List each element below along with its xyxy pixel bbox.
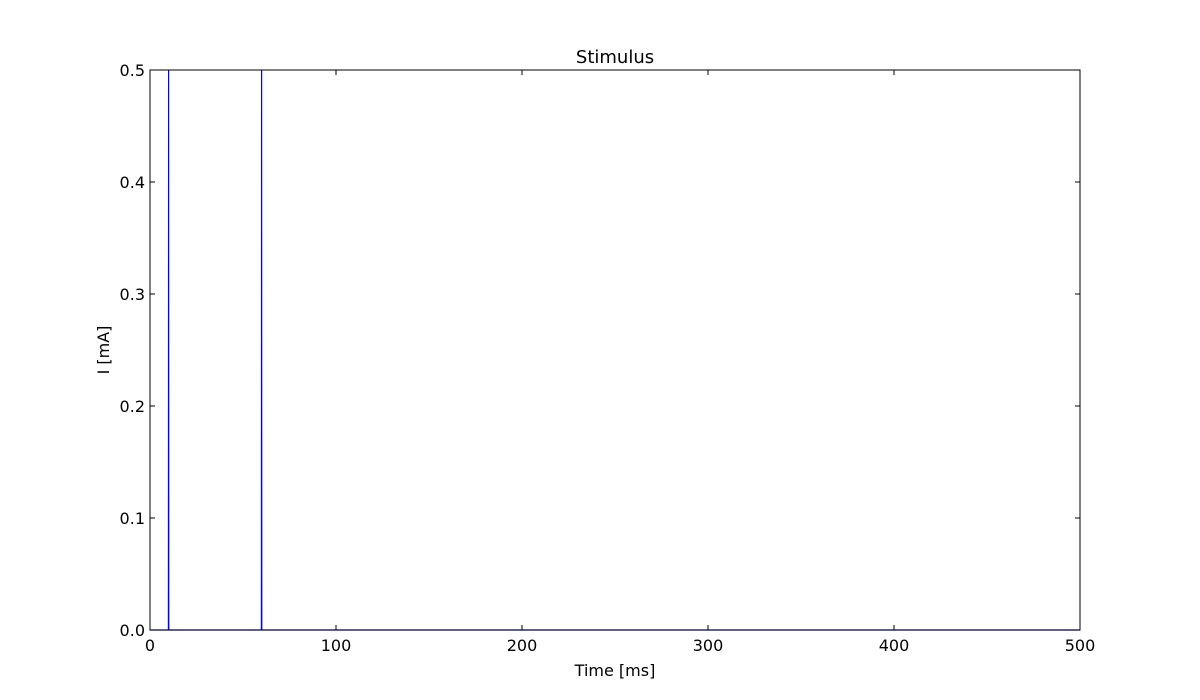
y-tick-label: 0.1 [120, 509, 145, 528]
ticks-layer: 0 100 200 300 400 500 0.0 0.1 0.2 0.3 0.4 0.5 [120, 61, 1096, 655]
y-tick-label: 0.5 [120, 61, 145, 80]
y-tick-label: 0.4 [120, 173, 145, 192]
x-axis-label: Time [ms] [574, 661, 656, 680]
y-tick-label: 0.0 [120, 621, 145, 640]
x-tick-label: 500 [1065, 636, 1096, 655]
x-tick-label: 0 [145, 636, 155, 655]
plot-frame [149, 69, 1081, 631]
x-tick-label: 100 [321, 636, 352, 655]
chart-title: Stimulus [576, 47, 654, 68]
y-axis-label: I [mA] [94, 326, 113, 375]
y-tick-label: 0.2 [120, 397, 145, 416]
y-tick-label: 0.3 [120, 285, 145, 304]
x-tick-label: 400 [879, 636, 910, 655]
x-tick-label: 200 [507, 636, 538, 655]
x-tick-label: 300 [693, 636, 724, 655]
